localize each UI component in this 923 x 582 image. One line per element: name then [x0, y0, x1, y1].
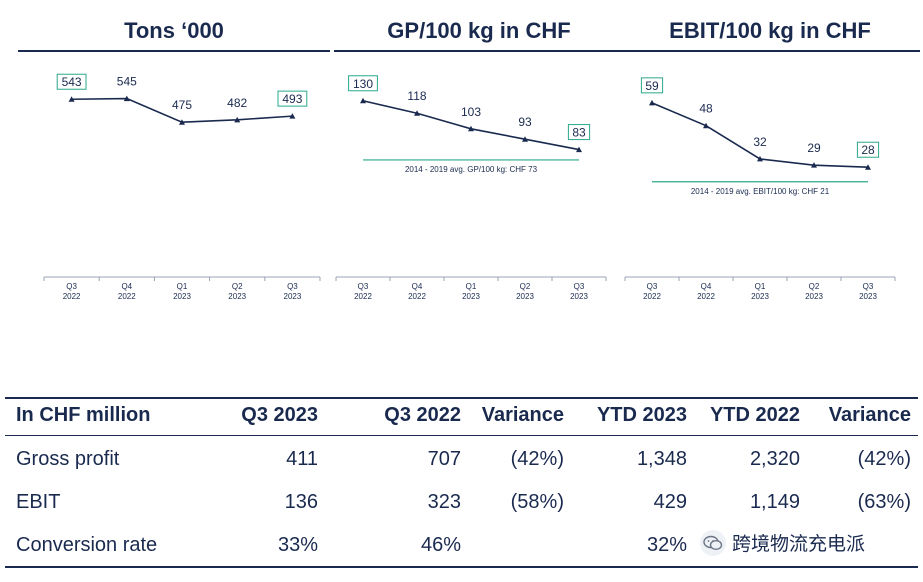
col-header-variance-q: Variance: [481, 404, 564, 426]
wechat-icon: [700, 529, 726, 556]
header-rule-gp: [334, 50, 624, 52]
data-label-box: [640, 77, 664, 94]
col-header-variance-ytd: Variance: [828, 404, 911, 426]
data-point: [234, 116, 241, 123]
data-point: [68, 96, 75, 102]
x-tick-label: Q2 2023: [805, 282, 823, 301]
data-label-box: [567, 124, 591, 141]
header-gp: GP/100 kg in CHF: [387, 18, 571, 43]
col-header-q3-2023: Q3 2023: [241, 404, 318, 426]
data-label-box: [348, 75, 378, 92]
table-cell: 136: [284, 491, 318, 513]
data-label: 28: [861, 143, 875, 157]
data-point: [865, 164, 871, 170]
x-tick-label: Q1 2023: [462, 282, 480, 301]
watermark: 跨境物流充电派: [700, 529, 865, 556]
data-point: [179, 119, 185, 125]
ebit-chart: Q3 2022 Q4 2022 Q1 2023 Q2 2023 Q3 2023 2014 - 201…: [624, 77, 896, 301]
gp-chart: Q3 2022 Q4 2022 Q1 2023 Q2 2023 Q3 2023 2014 - 201…: [335, 75, 607, 301]
table-cell: 411: [286, 448, 318, 470]
table-row-label: EBIT: [16, 491, 61, 513]
data-point: [414, 110, 420, 116]
reference-label: 2014 - 2019 avg. GP/100 kg: CHF 73: [405, 165, 538, 174]
watermark-text: 跨境物流充电派: [732, 533, 866, 555]
data-label: 545: [117, 75, 137, 89]
tons-chart: Q3 2022 Q4 2022 Q1 2023 Q2 2023 Q3 2023 543 545 475 4…: [43, 73, 321, 301]
table-cell: 1,348: [636, 448, 687, 470]
data-point: [289, 113, 296, 119]
data-label: 48: [699, 102, 713, 116]
col-header-label: In CHF million: [16, 404, 151, 426]
data-label-box: [56, 73, 87, 90]
data-point: [757, 155, 763, 162]
table-cell: 46%: [420, 534, 461, 556]
table-cell: 323: [427, 491, 461, 513]
data-label: 118: [407, 89, 426, 103]
table-cell: 1,149: [749, 491, 800, 513]
x-tick-label: Q1 2023: [751, 282, 769, 301]
data-label: 93: [518, 115, 532, 129]
data-label: 130: [353, 77, 373, 91]
x-tick-label: Q2 2023: [516, 282, 534, 301]
table-row-label: Gross profit: [16, 448, 120, 470]
table-cell: 707: [427, 448, 461, 470]
data-label: 103: [461, 105, 481, 119]
table-cell: (42%): [510, 448, 564, 470]
data-point: [123, 95, 130, 102]
header-rule-tons: [18, 50, 330, 52]
header-rule-ebit: [620, 50, 920, 52]
table-cell: 2,320: [749, 448, 800, 470]
data-label: 475: [172, 98, 192, 112]
data-point: [811, 162, 817, 168]
x-tick-label: Q1 2023: [173, 282, 191, 301]
x-tick-label: Q3 2023: [284, 282, 302, 301]
x-tick-label: Q4 2022: [118, 282, 136, 301]
data-label: 83: [572, 126, 586, 140]
header-ebit: EBIT/100 kg in CHF: [669, 18, 871, 43]
data-point: [576, 146, 582, 153]
data-label-box: [277, 90, 308, 107]
x-tick-label: Q3 2022: [354, 282, 372, 301]
data-point: [522, 136, 528, 142]
header-tons: Tons ‘000: [124, 18, 224, 43]
data-label: 32: [753, 135, 767, 149]
data-point: [649, 99, 655, 106]
table-top-rule: [5, 397, 918, 399]
table-header-rule: [5, 435, 918, 436]
table-row-label: Conversion rate: [16, 534, 158, 556]
table-cell: 32%: [646, 534, 687, 556]
x-tick-label: Q3 2023: [570, 282, 588, 301]
data-label: 493: [282, 92, 302, 106]
data-point: [360, 97, 366, 104]
table-cell: (58%): [510, 491, 564, 513]
data-label-box: [856, 141, 880, 158]
data-label: 29: [807, 141, 821, 155]
data-point: [468, 125, 474, 132]
x-tick-label: Q3 2023: [859, 282, 877, 301]
col-header-ytd-2022: YTD 2022: [709, 404, 800, 426]
table-cell: (63%): [857, 491, 911, 513]
data-label: 543: [62, 75, 82, 89]
col-header-q3-2022: Q3 2022: [384, 404, 461, 426]
table-bottom-rule: [5, 566, 918, 568]
x-tick-label: Q2 2023: [228, 282, 246, 301]
data-label: 482: [227, 96, 247, 110]
data-point: [703, 122, 709, 129]
x-tick-label: Q3 2022: [63, 282, 81, 301]
reference-label: 2014 - 2019 avg. EBIT/100 kg: CHF 21: [691, 187, 830, 196]
table-cell: (42%): [857, 448, 911, 470]
col-header-ytd-2023: YTD 2023: [596, 404, 687, 426]
table-cell: 33%: [277, 534, 318, 556]
x-tick-label: Q4 2022: [408, 282, 426, 301]
data-label: 59: [645, 79, 659, 93]
x-tick-label: Q4 2022: [697, 282, 715, 301]
table-cell: 429: [653, 491, 687, 513]
x-tick-label: Q3 2022: [643, 282, 661, 301]
